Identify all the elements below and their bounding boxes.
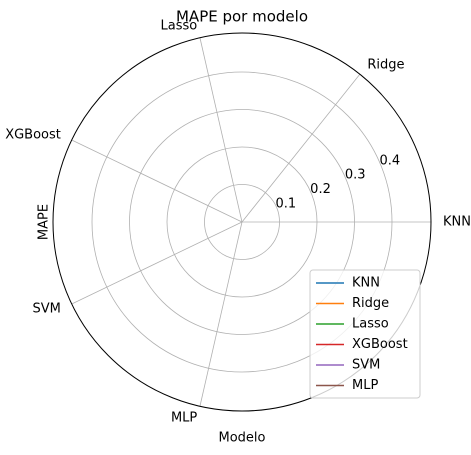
legend-box [309, 269, 421, 399]
legend-label: XGBoost [352, 337, 408, 352]
x-tick-label: KNN [443, 215, 471, 230]
y-tick-label: 0.2 [310, 182, 331, 197]
grid-spoke [71, 139, 243, 223]
legend-label: MLP [352, 378, 378, 393]
grid-spoke [241, 73, 361, 223]
legend-label: SVM [352, 358, 380, 373]
x-tick-label: MLP [171, 410, 197, 425]
x-tick-label: SVM [33, 302, 61, 317]
grid-spoke [71, 221, 243, 305]
x-tick-label: Ridge [367, 57, 404, 72]
y-tick-label: 0.1 [276, 196, 297, 211]
legend-label: Lasso [352, 317, 389, 332]
grid-spoke [199, 37, 243, 223]
polar-frame [52, 32, 432, 412]
chart-title: MAPE por modelo [176, 8, 308, 26]
y-tick-label: 0.3 [345, 168, 366, 183]
x-tick-label: Lasso [161, 19, 198, 34]
legend-label: KNN [352, 276, 380, 291]
x-axis-label: Modelo [219, 431, 266, 446]
grid-spoke [199, 221, 243, 407]
legend: KNN Ridge Lasso XGBoost SVM MLP [309, 269, 421, 399]
y-tick-label: 0.4 [379, 153, 400, 168]
legend-label: Ridge [352, 296, 389, 311]
x-tick-label: XGBoost [5, 127, 61, 142]
y-axis-label: MAPE [37, 204, 52, 240]
